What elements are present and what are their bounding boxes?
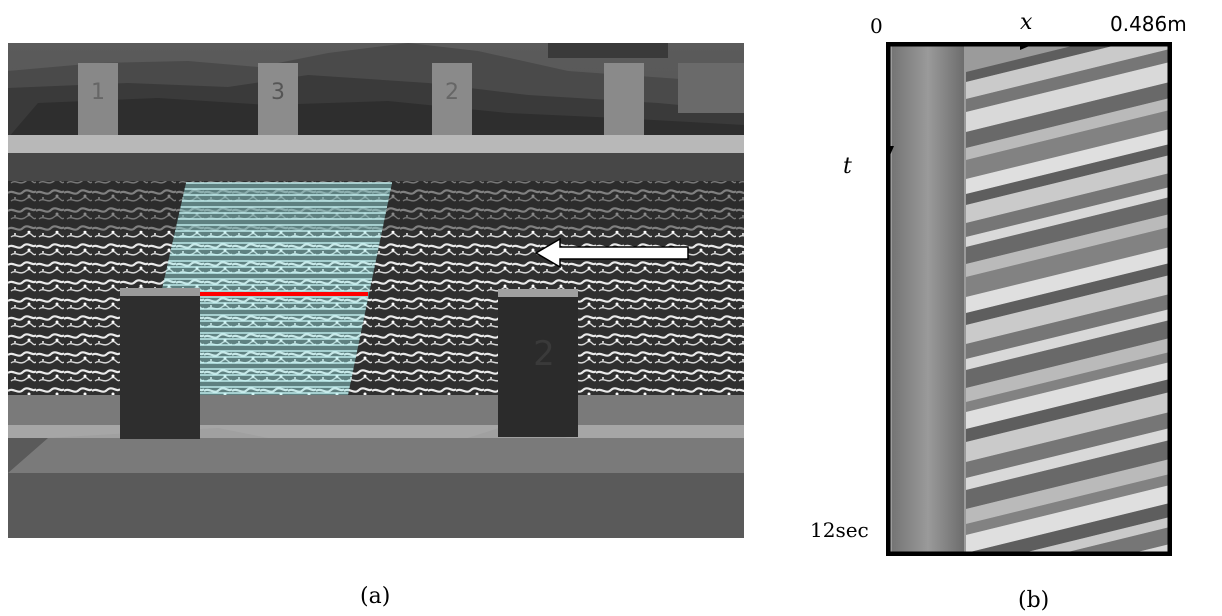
back-wall-edge (8, 135, 744, 153)
flow-direction-arrow (534, 237, 689, 269)
front-ledge (8, 395, 744, 425)
marker-3-label: 3 (271, 80, 285, 105)
marker-2-label: 2 (445, 80, 459, 105)
x-end-label: 0.486m (1110, 12, 1187, 36)
left-static-strip (892, 46, 964, 552)
t-end-label: 12sec (810, 518, 869, 542)
caption-a: (a) (360, 584, 391, 609)
x-origin-label: 0 (870, 14, 883, 38)
measurement-grid-overlay (138, 182, 392, 395)
marker-1-label: 1 (91, 80, 105, 105)
terrain-model (8, 43, 744, 138)
marker-front-2-label: 2 (533, 334, 555, 374)
front-posts: 2 (120, 288, 578, 439)
back-wall (8, 153, 744, 181)
t-axis-arrow-head (886, 146, 894, 160)
space-time-image-panel (886, 42, 1172, 556)
x-axis-arrow-head (1020, 42, 1034, 50)
upper-markers: 1 3 2 (78, 63, 644, 135)
t-axis-label: t (843, 154, 852, 179)
x-axis-label: x (1020, 10, 1033, 35)
flume-photo-panel: 1 3 2 2 (8, 43, 744, 538)
caption-b: (b) (1018, 588, 1050, 613)
wave-streaks (966, 42, 1170, 556)
